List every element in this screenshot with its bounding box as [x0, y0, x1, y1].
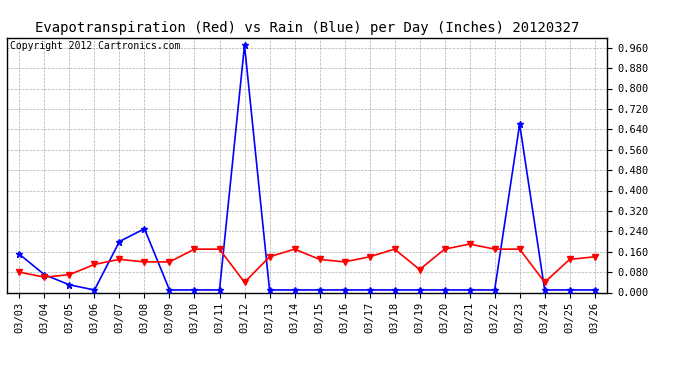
Title: Evapotranspiration (Red) vs Rain (Blue) per Day (Inches) 20120327: Evapotranspiration (Red) vs Rain (Blue) …	[35, 21, 579, 35]
Text: Copyright 2012 Cartronics.com: Copyright 2012 Cartronics.com	[10, 41, 180, 51]
